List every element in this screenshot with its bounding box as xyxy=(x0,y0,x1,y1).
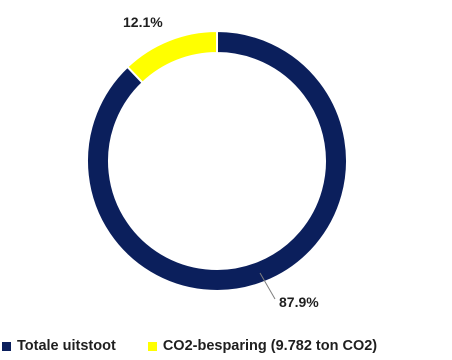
legend-swatch-totale-uitstoot xyxy=(2,341,11,351)
chart-legend: Totale uitstoot CO2-besparing (9.782 ton… xyxy=(2,335,377,357)
donut-slice-1 xyxy=(126,29,218,85)
donut-slice-0 xyxy=(86,29,348,292)
leader-line-totale-uitstoot xyxy=(259,272,276,300)
legend-item-co2-besparing: CO2-besparing (9.782 ton CO2) xyxy=(147,338,378,354)
data-label-co2-besparing: 12.1% xyxy=(123,14,163,30)
legend-item-totale-uitstoot: Totale uitstoot xyxy=(2,338,116,354)
legend-label-co2-besparing: CO2-besparing (9.782 ton CO2) xyxy=(162,338,378,354)
donut-slices xyxy=(86,29,348,292)
legend-swatch-co2-besparing xyxy=(147,341,157,351)
legend-label-totale-uitstoot: Totale uitstoot xyxy=(17,338,116,354)
data-label-totale-uitstoot: 87.9% xyxy=(279,294,319,310)
